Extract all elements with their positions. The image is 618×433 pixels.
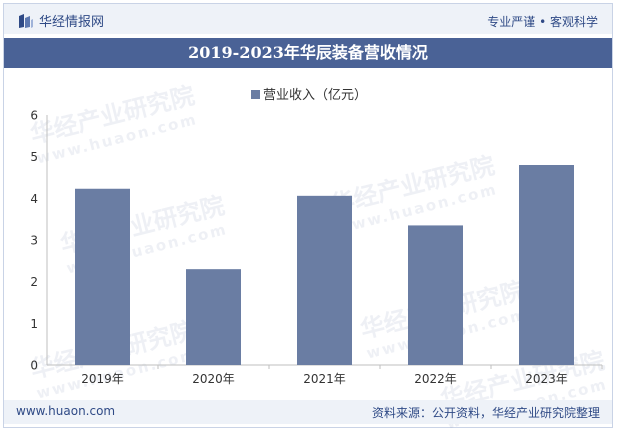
y-tick-label: 5 bbox=[30, 150, 38, 164]
chart-title: 2019-2023年华辰装备营收情况 bbox=[4, 38, 612, 68]
bar bbox=[519, 165, 574, 365]
y-tick-label: 1 bbox=[30, 317, 38, 331]
slogan: 专业严谨 • 客观科学 bbox=[487, 15, 598, 29]
bar bbox=[186, 269, 241, 365]
source-note: 资料来源：公开资料，华经产业研究院整理 bbox=[371, 406, 600, 420]
top-bar: 华经情报网 专业严谨 • 客观科学 bbox=[4, 4, 612, 34]
bar bbox=[408, 225, 463, 365]
x-tick-label: 2020年 bbox=[192, 372, 235, 386]
brand-logo-icon bbox=[19, 13, 33, 28]
y-tick-label: 2 bbox=[30, 275, 38, 289]
bar-chart: 0 1 2 3 4 5 6 2019年 2020年 2021年 2022年 2023年 bbox=[30, 109, 603, 386]
y-tick-label: 3 bbox=[30, 234, 38, 248]
legend: 营业收入（亿元） bbox=[0, 84, 618, 103]
y-tick-label: 0 bbox=[30, 359, 38, 373]
bar bbox=[297, 195, 352, 365]
legend-swatch bbox=[250, 90, 260, 99]
brand-name: 华经情报网 bbox=[39, 15, 105, 30]
y-tick-label: 4 bbox=[30, 192, 38, 206]
footer-url[interactable]: www.huaon.com bbox=[16, 404, 116, 418]
x-tick-label: 2022年 bbox=[414, 372, 457, 386]
bar bbox=[75, 188, 130, 365]
footer: www.huaon.com 资料来源：公开资料，华经产业研究院整理 bbox=[4, 400, 612, 424]
brand[interactable]: 华经情报网 bbox=[18, 11, 104, 30]
y-tick-label: 6 bbox=[30, 109, 38, 123]
legend-label: 营业收入（亿元） bbox=[262, 88, 367, 103]
x-tick-label: 2021年 bbox=[303, 372, 346, 386]
x-tick-label: 2023年 bbox=[525, 372, 568, 386]
x-tick-label: 2019年 bbox=[81, 372, 124, 386]
